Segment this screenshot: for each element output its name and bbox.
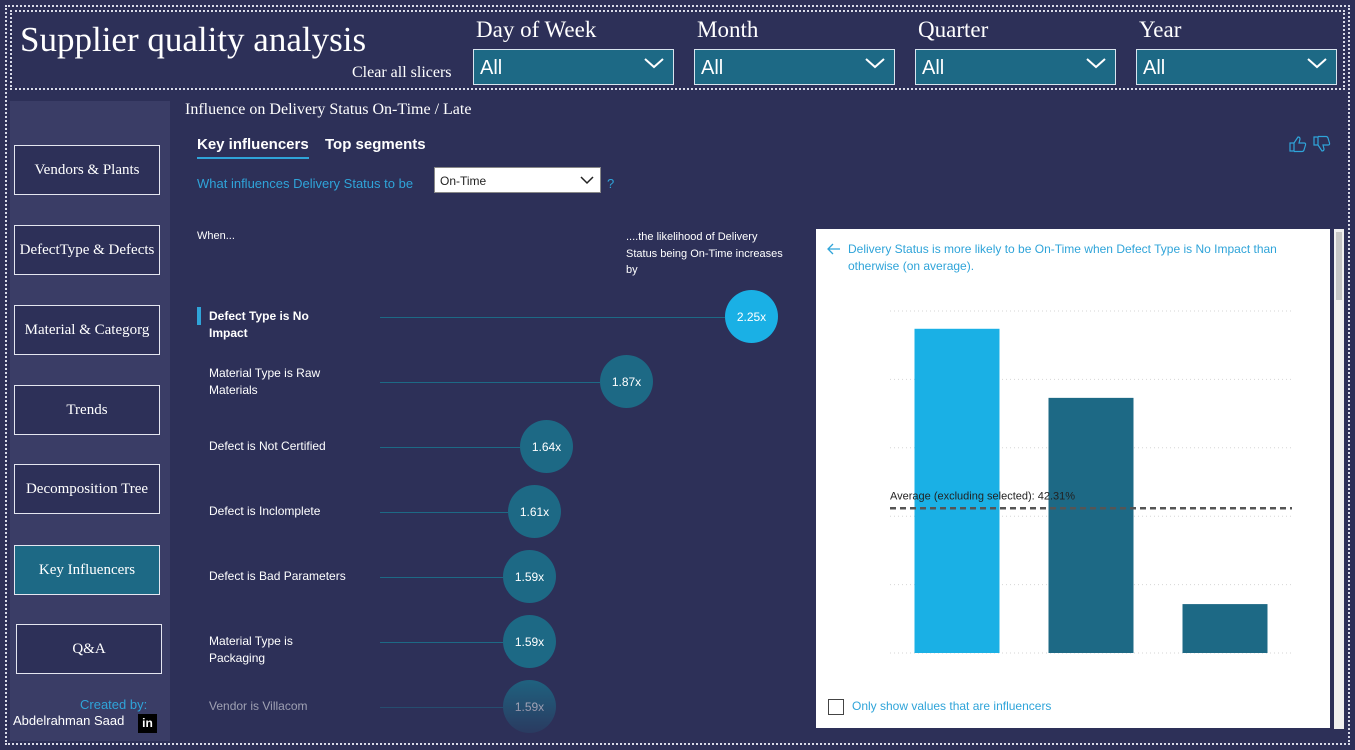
influencer-label: Material Type is Raw Materials <box>209 366 321 397</box>
chevron-down-icon <box>1307 58 1327 69</box>
active-tab-indicator <box>197 157 309 159</box>
header-bar <box>10 10 1345 90</box>
influencers-only-checkbox[interactable] <box>828 699 844 715</box>
when-header: When... <box>197 230 235 242</box>
influencer-connector <box>380 317 725 318</box>
influence-bar-chart: Average (excluding selected): 42.31% <box>890 310 1292 654</box>
chevron-down-icon <box>865 58 885 69</box>
influence-bubble: 1.87x <box>600 355 653 408</box>
influencer-connector <box>380 707 503 708</box>
report-frame <box>5 5 1350 745</box>
help-icon[interactable]: ? <box>607 176 615 191</box>
chevron-down-icon <box>644 58 664 69</box>
page-title: Supplier quality analysis <box>20 20 367 59</box>
slicer-value: All <box>922 57 945 79</box>
influencer-row[interactable]: Defect is Bad Parameters 1.59x <box>180 547 800 607</box>
influence-question: What influences Delivery Status to be <box>197 176 414 191</box>
nav-vendors-plants-button[interactable]: Vendors & Plants <box>14 145 160 195</box>
influence-bubble: 1.61x <box>508 485 561 538</box>
vertical-scrollbar[interactable] <box>1334 229 1344 729</box>
influence-bubble: 2.25x <box>725 290 778 343</box>
slicer-day-of-week[interactable]: All <box>473 49 674 85</box>
slicer-value: All <box>1143 57 1166 79</box>
chevron-down-icon <box>580 176 594 185</box>
influencer-connector <box>380 577 503 578</box>
detail-description: Delivery Status is more likely to be On-… <box>848 242 1277 273</box>
bar[interactable] <box>914 328 1000 653</box>
thumbs-up-icon[interactable] <box>1288 135 1308 153</box>
tab-key-influencers[interactable]: Key influencers <box>197 136 309 153</box>
slicer-label-day-of-week: Day of Week <box>476 17 597 42</box>
influence-bubble: 1.64x <box>520 420 573 473</box>
influencer-row[interactable]: Material Type is Raw Materials 1.87x <box>180 352 800 412</box>
nav-qa-button[interactable]: Q&A <box>16 624 162 674</box>
influencer-row[interactable]: Material Type is Packaging 1.59x <box>180 612 800 672</box>
influencer-connector <box>380 382 600 383</box>
nav-trends-button[interactable]: Trends <box>14 385 160 435</box>
clear-slicers-button[interactable]: Clear all slicers <box>352 64 452 81</box>
nav-decomposition-tree-button[interactable]: Decomposition Tree <box>14 464 160 514</box>
nav-material-category-button[interactable]: Material & Categorg <box>14 305 160 355</box>
slicer-month[interactable]: All <box>694 49 895 85</box>
selected-indicator <box>197 307 201 325</box>
influence-bubble: 1.59x <box>503 680 556 733</box>
author-name: Abdelrahman Saad <box>13 713 125 728</box>
slicer-value: All <box>480 57 503 79</box>
target-value: On-Time <box>440 174 487 188</box>
influencer-row[interactable]: Defect is Not Certified 1.64x <box>180 417 800 477</box>
slicer-label-year: Year <box>1139 17 1182 42</box>
tab-top-segments[interactable]: Top segments <box>325 136 426 153</box>
influencer-row[interactable]: Defect Type is No Impact 2.25x <box>180 287 800 347</box>
bar[interactable] <box>1182 604 1268 653</box>
slicer-label-quarter: Quarter <box>918 17 989 42</box>
checkbox-label: Only show values that are influencers <box>852 699 1052 713</box>
influencer-row[interactable]: Defect is Inclomplete 1.61x <box>180 482 800 542</box>
influencer-label: Vendor is Villacom <box>209 699 308 713</box>
slicer-label-month: Month <box>697 17 759 42</box>
influence-bubble: 1.59x <box>503 615 556 668</box>
created-by-label: Created by: <box>80 697 148 712</box>
chevron-down-icon <box>1086 58 1106 69</box>
bar[interactable] <box>1048 397 1134 653</box>
influencer-connector <box>380 447 520 448</box>
target-value-dropdown[interactable]: On-Time <box>434 167 601 193</box>
likelihood-header: ....the likelihood of Delivery Status be… <box>626 231 783 276</box>
scrollbar-thumb[interactable] <box>1336 232 1342 300</box>
influencer-connector <box>380 642 503 643</box>
influencer-label: Defect is Inclomplete <box>209 504 321 518</box>
influencer-detail-panel: Delivery Status is more likely to be On-… <box>816 229 1330 728</box>
nav-defecttype-defects-button[interactable]: DefectType & Defects <box>14 225 160 275</box>
influencer-row[interactable]: Vendor is Villacom 1.59x <box>180 677 800 733</box>
average-label: Average (excluding selected): 42.31% <box>890 490 1075 502</box>
influencer-label: Material Type is Packaging <box>209 634 293 665</box>
influencer-label: Defect is Bad Parameters <box>209 569 346 583</box>
influencer-label: Defect is Not Certified <box>209 439 326 453</box>
slicer-year[interactable]: All <box>1136 49 1337 85</box>
influence-bubble: 1.59x <box>503 550 556 603</box>
linkedin-icon[interactable]: in <box>138 714 157 733</box>
influencer-connector <box>380 512 508 513</box>
influencer-label: Defect Type is No Impact <box>209 309 309 340</box>
thumbs-down-icon[interactable] <box>1312 135 1332 153</box>
nav-key-influencers-button[interactable]: Key Influencers <box>14 545 160 595</box>
visual-title: Influence on Delivery Status On-Time / L… <box>185 101 472 118</box>
slicer-quarter[interactable]: All <box>915 49 1116 85</box>
back-arrow-icon[interactable] <box>827 243 841 255</box>
slicer-value: All <box>701 57 724 79</box>
